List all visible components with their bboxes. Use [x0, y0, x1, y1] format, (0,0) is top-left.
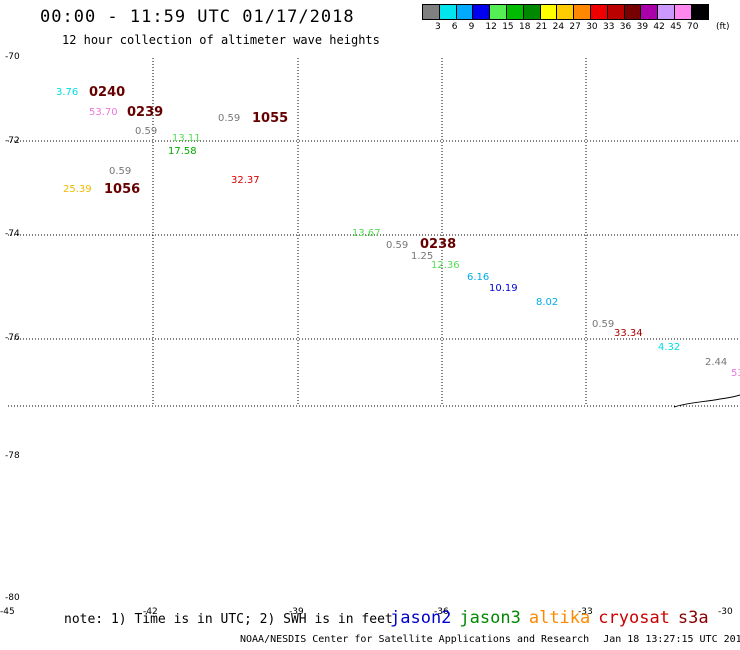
lon-label: -42 — [143, 607, 158, 617]
legend-swatch — [589, 4, 608, 20]
legend-swatch-label: 24 — [552, 22, 565, 32]
legend-swatch — [455, 4, 474, 20]
legend-swatch-label: 21 — [535, 22, 548, 32]
legend-swatch-label: 33 — [603, 22, 615, 32]
legend-swatch-label: 45 — [670, 22, 682, 32]
legend-swatch-label: 9 — [468, 22, 475, 32]
wave-height-value: 0.59 — [135, 126, 158, 137]
lon-label: -39 — [289, 607, 304, 617]
pass-time-label: 0239 — [127, 105, 164, 120]
wave-height-value: 13.11 — [172, 133, 201, 144]
legend-swatch — [573, 4, 591, 20]
wave-height-value: 4.32 — [658, 342, 681, 353]
legend-swatch — [422, 4, 440, 20]
wave-height-value: 33.34 — [614, 328, 643, 339]
legend-swatch — [623, 4, 642, 20]
map-title: 00:00 - 11:59 UTC 01/17/2018 — [40, 7, 355, 27]
lat-label: -72 — [5, 136, 20, 146]
legend-swatch-label: 27 — [569, 22, 581, 32]
legend-swatch — [539, 4, 558, 20]
wave-height-value: 13.67 — [352, 228, 381, 239]
satellite-name-jason3: jason3 — [459, 608, 521, 628]
map-subtitle: 12 hour collection of altimeter wave hei… — [62, 33, 380, 47]
wave-height-value: 0.59 — [109, 166, 132, 177]
wave-height-value: 0.59 — [218, 113, 241, 124]
pass-time-label: 1056 — [104, 182, 141, 197]
legend-swatch-label: 39 — [636, 22, 649, 32]
pass-time-label: 0238 — [420, 237, 457, 252]
color-legend — [422, 4, 709, 20]
legend-swatch-label: 30 — [586, 22, 598, 32]
wave-height-value: 6.16 — [467, 272, 490, 283]
wave-height-value: 12.36 — [431, 260, 460, 271]
wave-height-value: 0.59 — [386, 240, 409, 251]
legend-swatch-label: 12 — [485, 22, 497, 32]
satellite-name-cryosat: cryosat — [598, 608, 670, 628]
grid-lines — [8, 58, 740, 407]
pass-time-label: 1055 — [252, 111, 289, 126]
footer-credit: NOAA/NESDIS Center for Satellite Applica… — [240, 634, 590, 645]
legend-swatch-label: 6 — [451, 22, 458, 32]
lat-label: -80 — [5, 593, 20, 603]
satellite-name-altika: altika — [528, 608, 591, 628]
legend-swatch — [472, 4, 491, 20]
legend-swatch — [640, 4, 659, 20]
satellite-name-s3a: s3a — [677, 608, 709, 628]
wave-height-value: 53.70 — [89, 107, 118, 118]
satellite-name-jason2: jason2 — [390, 608, 452, 628]
units-note: note: 1) Time is in UTC; 2) SWH is in fe… — [64, 612, 393, 627]
wave-height-value: 0.59 — [592, 319, 615, 330]
lat-label: -76 — [5, 333, 20, 343]
lon-label: -45 — [0, 607, 15, 617]
wave-height-value: 10.19 — [489, 283, 518, 294]
wave-height-value: 3.76 — [56, 87, 79, 98]
lat-label: -74 — [5, 229, 20, 239]
wave-height-value: 8.02 — [536, 297, 559, 308]
legend-swatch — [673, 4, 692, 20]
legend-swatch-label: 3 — [435, 22, 441, 32]
lon-label: -30 — [718, 607, 733, 617]
legend-swatch-label: 18 — [519, 22, 531, 32]
legend-swatch — [438, 4, 457, 20]
footer: NOAA/NESDIS Center for Satellite Applica… — [240, 634, 740, 645]
legend-swatch — [556, 4, 575, 20]
legend-swatch — [505, 4, 524, 20]
lat-label: -70 — [5, 52, 20, 62]
legend-swatch — [657, 4, 675, 20]
wave-height-value: 1.25 — [411, 251, 434, 262]
wave-height-value: 32.37 — [231, 175, 260, 186]
wave-height-value: 2.44 — [705, 357, 728, 368]
lon-label: -33 — [578, 607, 593, 617]
wave-height-value: 53 — [731, 368, 740, 379]
legend-swatch — [606, 4, 625, 20]
legend-swatch-label: 15 — [502, 22, 514, 32]
coastline — [673, 394, 740, 408]
legend-swatch — [522, 4, 541, 20]
wave-height-value: 17.58 — [168, 146, 197, 157]
lon-label: -36 — [434, 607, 449, 617]
satellite-legend: jason2 jason3 altika cryosat s3a — [390, 608, 717, 628]
legend-swatch — [690, 4, 709, 20]
legend-swatch-label: 70 — [687, 22, 699, 32]
legend-unit: (ft) — [716, 22, 730, 32]
legend-swatch-label: 36 — [619, 22, 632, 32]
footer-timestamp: Jan 18 13:27:15 UTC 2018 — [603, 634, 740, 645]
legend-swatch — [489, 4, 507, 20]
legend-swatch-label: 42 — [653, 22, 665, 32]
wave-height-value: 25.39 — [63, 184, 92, 195]
lat-label: -78 — [5, 451, 20, 461]
pass-time-label: 0240 — [89, 85, 126, 100]
